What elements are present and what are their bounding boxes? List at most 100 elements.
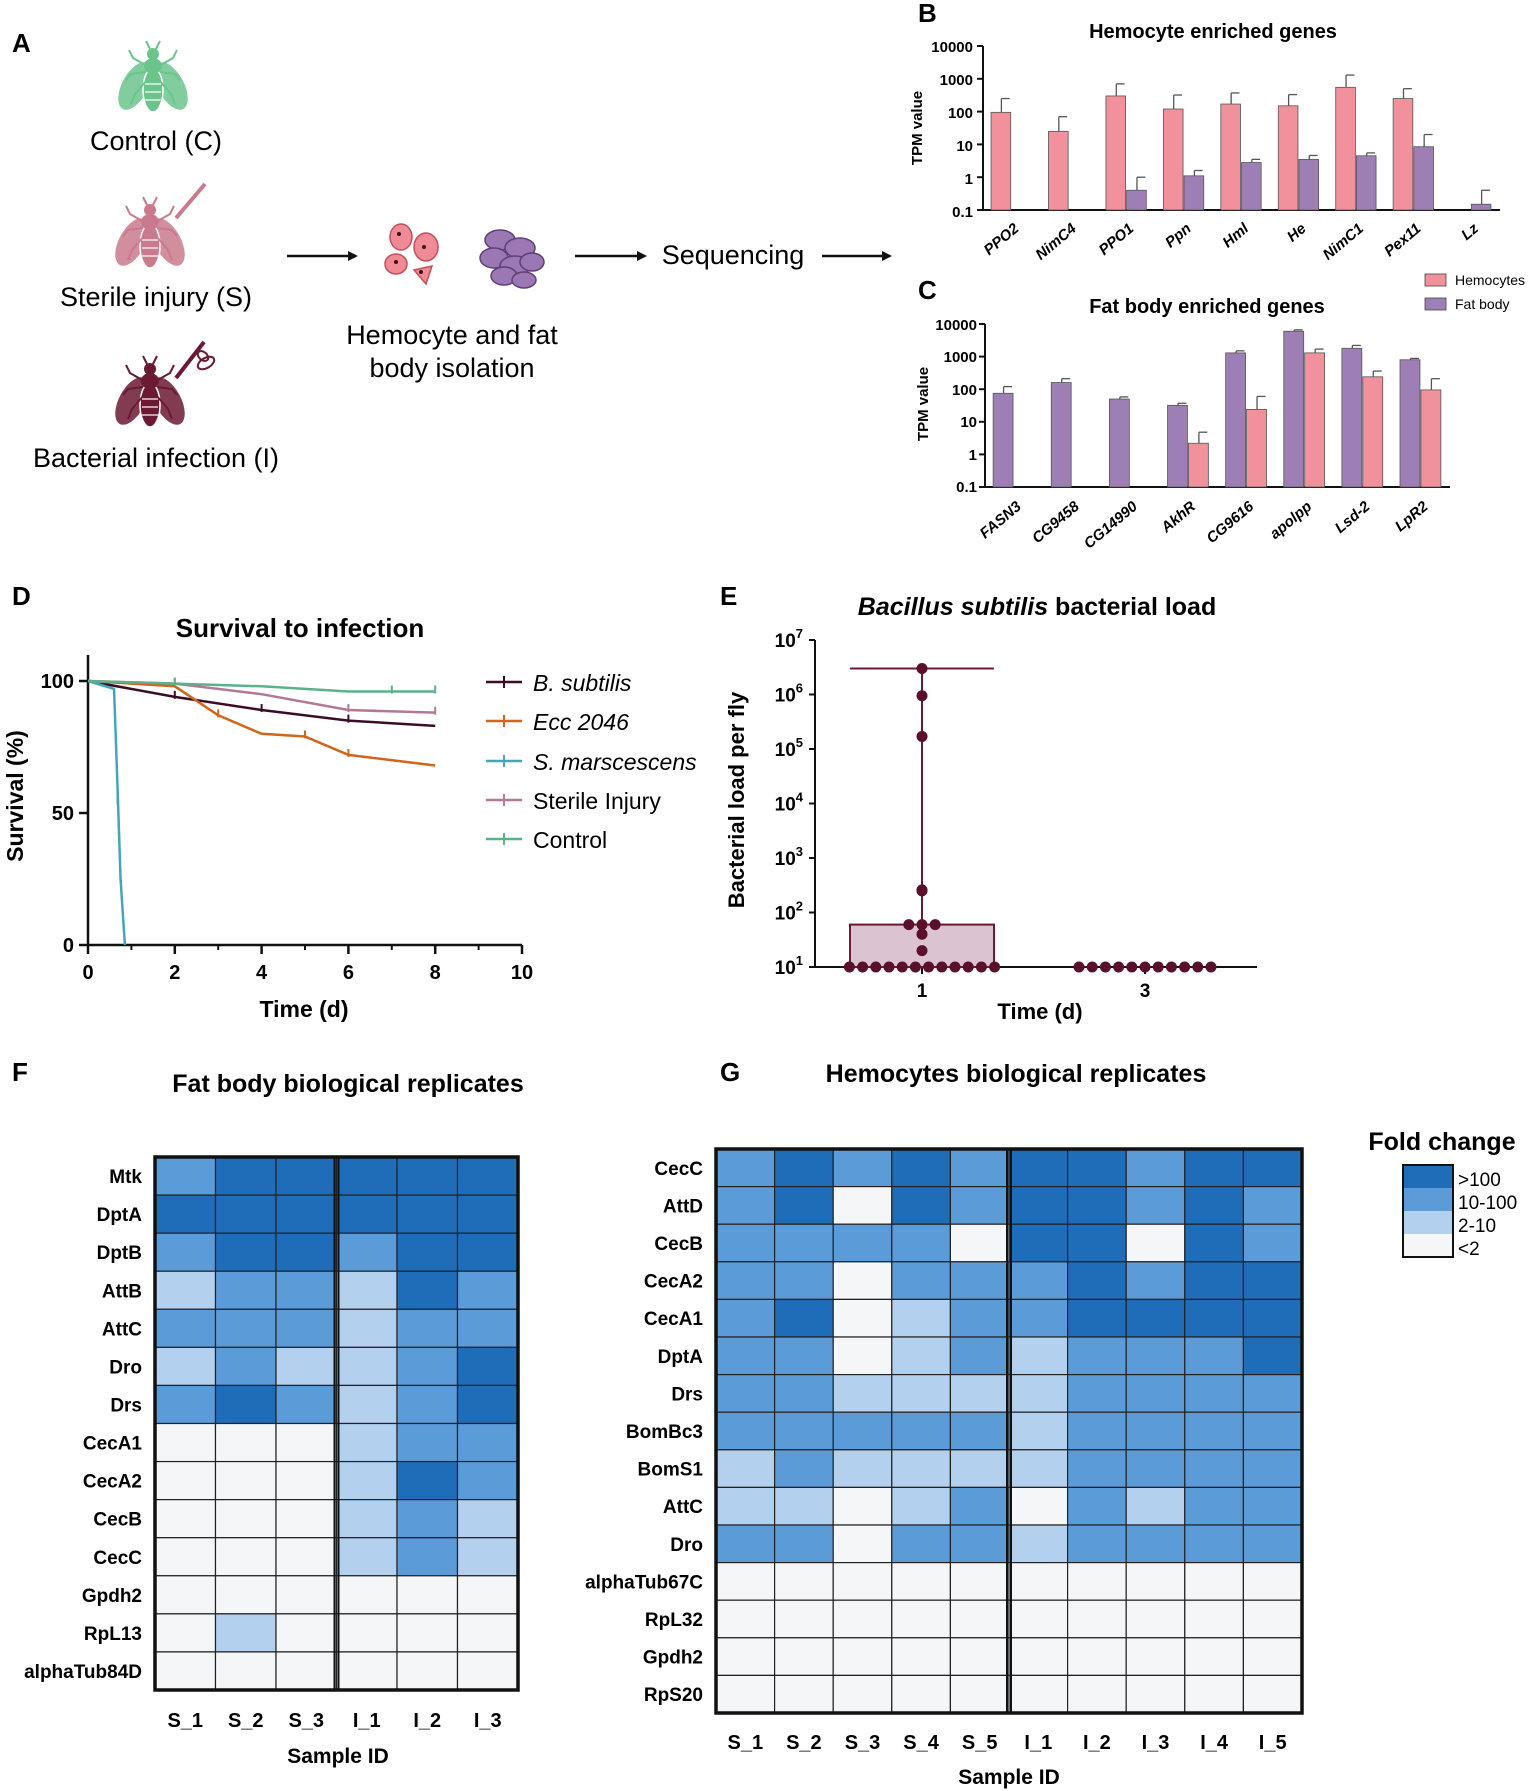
heatmap-cell <box>456 1194 519 1234</box>
bar <box>1341 347 1363 488</box>
heatmap-cell <box>949 1298 1010 1338</box>
heatmap-cell <box>396 1499 459 1539</box>
tick-base: 10 <box>775 958 796 979</box>
heatmap-cell <box>773 1373 834 1413</box>
heatmap-cell <box>832 1336 893 1376</box>
body <box>139 382 161 428</box>
row-label: AttC <box>102 1319 142 1340</box>
heatmap-cell <box>335 1422 398 1463</box>
series-line <box>87 679 436 728</box>
leg <box>156 386 178 396</box>
heatmap-cell <box>1008 1599 1069 1639</box>
heatmap-cell <box>1066 1261 1127 1301</box>
fly-icon <box>115 355 185 428</box>
heatmap-cell <box>154 1270 217 1310</box>
panel-letter-d: D <box>12 581 31 611</box>
leg <box>155 235 173 261</box>
heatmap-cell <box>1242 1223 1303 1263</box>
tick-exponent: 4 <box>796 790 804 805</box>
heatmap-cell <box>1125 1637 1186 1677</box>
chart-title: Survival to infection <box>176 613 425 643</box>
heatmap-cell <box>154 1156 217 1196</box>
heatmap-cell <box>214 1613 277 1653</box>
heatmap-cell <box>773 1524 834 1564</box>
series-line <box>87 679 127 946</box>
heatmap-cell <box>1008 1185 1069 1225</box>
column-label: I_2 <box>413 1710 441 1732</box>
heatmap-cell <box>396 1613 459 1653</box>
x-axis-label: Time (d) <box>259 996 348 1022</box>
heatmap-cell <box>154 1308 217 1348</box>
leg <box>122 227 144 237</box>
panel-b: B Hemocyte enriched genes TPM value 1000… <box>909 0 1525 312</box>
heatmap-cell <box>1125 1298 1186 1338</box>
heatmap-cell <box>275 1651 338 1691</box>
heatmap-cell <box>715 1223 776 1263</box>
heatmap-cell <box>275 1499 338 1539</box>
y-tick-label: 1000 <box>944 349 977 366</box>
panel-letter-g: G <box>720 1057 740 1087</box>
heatmap-cell <box>715 1185 776 1225</box>
heatmap-cell <box>275 1613 338 1653</box>
needle-icon <box>174 340 206 380</box>
heatmap-cell <box>1242 1599 1303 1639</box>
heatmap-cell <box>949 1336 1010 1376</box>
row-label: CecC <box>654 1159 703 1180</box>
heatmap-cell <box>335 1575 398 1615</box>
heatmap-cell <box>949 1185 1010 1225</box>
y-tick-labels: 10000 1000 100 10 1 0.1 <box>935 317 977 496</box>
heatmap-cell <box>1008 1411 1069 1451</box>
heatmap-cell <box>396 1537 459 1577</box>
heatmap-cell <box>715 1599 776 1639</box>
heatmap-cell <box>891 1411 951 1451</box>
heatmap-cell <box>154 1613 217 1653</box>
heatmap-cell <box>1008 1637 1069 1677</box>
legend-swatch <box>1403 1211 1453 1234</box>
x-tick-label: CG9458 <box>1029 498 1083 547</box>
heatmap-cell <box>1242 1336 1303 1376</box>
heatmap-cell <box>715 1524 776 1564</box>
heatmap-cell <box>275 1156 338 1196</box>
column-label: S_3 <box>845 1732 881 1754</box>
heatmap-cell <box>214 1232 277 1272</box>
x-tick-label: CG9616 <box>1203 498 1257 547</box>
chart-title-rest: bacterial load <box>1048 593 1216 621</box>
column-label: I_1 <box>353 1710 381 1732</box>
data-point <box>916 928 928 940</box>
legend-label: Control <box>533 827 607 853</box>
heatmap-cell <box>1242 1524 1303 1564</box>
heatmap-cell <box>773 1599 834 1639</box>
leg <box>158 49 178 67</box>
legend-label: 10-100 <box>1458 1193 1517 1214</box>
heatmap-cell <box>1242 1637 1303 1677</box>
row-label: CecA1 <box>644 1309 704 1330</box>
row-label: CecA2 <box>83 1472 142 1493</box>
column-label: I_3 <box>1142 1732 1170 1754</box>
x-tick-label: Pex11 <box>1381 220 1424 260</box>
heatmap-cell <box>832 1223 893 1263</box>
heatmap-cell <box>832 1185 893 1225</box>
data-point <box>916 884 928 896</box>
leg <box>158 79 176 105</box>
leg <box>125 205 145 223</box>
bar <box>1355 155 1377 211</box>
heatmap-cell <box>1184 1261 1245 1301</box>
heatmap-cell <box>1125 1223 1186 1263</box>
y-tick-label: 107 <box>775 626 803 652</box>
tick-base: 10 <box>775 631 796 652</box>
x-tick-label: AkhR <box>1157 498 1199 537</box>
heatmap-cell <box>1008 1524 1069 1564</box>
heatmap-cell <box>335 1156 398 1196</box>
heatmap-cell <box>832 1599 893 1639</box>
x-tick-label: Hml <box>1219 220 1252 252</box>
heatmap-cell <box>396 1194 459 1234</box>
heatmap-cell <box>1242 1373 1303 1413</box>
heatmap-cell <box>456 1613 519 1653</box>
heatmap-cell <box>949 1411 1010 1451</box>
x-tick-label: apolpp <box>1267 498 1316 543</box>
heatmap-cell <box>335 1346 398 1387</box>
heatmap-cell <box>715 1336 776 1376</box>
heatmap-cell <box>1008 1148 1069 1188</box>
x-tick-label: 1 <box>917 981 928 1002</box>
heatmap-cell <box>456 1156 519 1196</box>
